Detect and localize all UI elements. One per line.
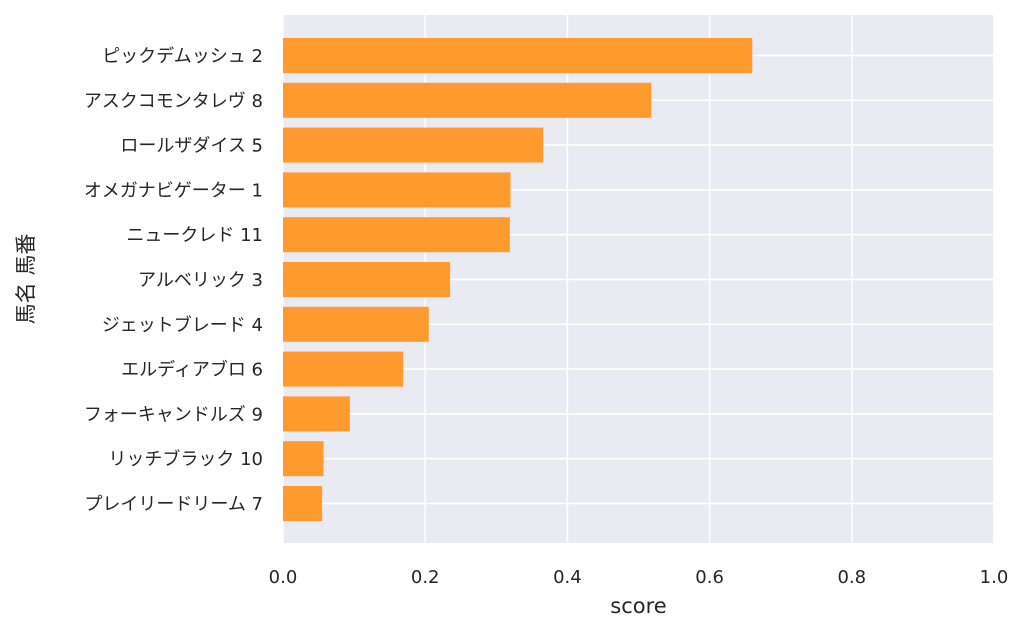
bar bbox=[283, 441, 324, 477]
y-tick-label: エルディアブロ 6 bbox=[121, 359, 263, 381]
bar bbox=[283, 396, 350, 432]
bar bbox=[283, 172, 511, 208]
y-tick-label: オメガナビゲーター 1 bbox=[84, 180, 263, 201]
y-tick-label: リッチブラック 10 bbox=[108, 448, 263, 470]
bar bbox=[283, 38, 753, 73]
bar bbox=[283, 306, 429, 342]
y-tick-label: ジェットブレード 4 bbox=[102, 314, 263, 336]
bar bbox=[283, 351, 404, 387]
x-tick-labels: 0.0 0.2 0.4 0.6 0.8 1.0 bbox=[269, 567, 1009, 588]
bar bbox=[283, 486, 323, 521]
x-tick-label: 0.6 bbox=[695, 567, 724, 588]
y-tick-label: ニュークレド 11 bbox=[126, 225, 263, 246]
x-tick-label: 0.0 bbox=[269, 567, 298, 588]
y-tick-label: ピックデムッシュ 2 bbox=[102, 46, 263, 67]
y-tick-label: ロールザダイス 5 bbox=[120, 136, 263, 157]
x-tick-label: 0.2 bbox=[411, 567, 440, 588]
y-axis-label: 馬名 馬番 bbox=[14, 234, 38, 325]
bar bbox=[283, 127, 544, 163]
x-tick-label: 0.4 bbox=[553, 567, 582, 588]
bar bbox=[283, 262, 451, 297]
y-tick-label: アスクコモンタレヴ 8 bbox=[84, 91, 263, 112]
x-tick-label: 1.0 bbox=[980, 567, 1009, 588]
y-tick-label: アルベリック 3 bbox=[138, 270, 263, 291]
bar bbox=[283, 82, 652, 118]
y-tick-labels: ピックデムッシュ 2 アスクコモンタレヴ 8 ロールザダイス 5 オメガナビゲーター … bbox=[84, 46, 263, 515]
y-tick-label: フォーキャンドルズ 9 bbox=[84, 404, 263, 425]
bar bbox=[283, 217, 510, 253]
x-tick-label: 0.8 bbox=[837, 567, 866, 588]
bars bbox=[283, 38, 753, 521]
y-tick-label: プレイリードリーム 7 bbox=[84, 494, 263, 515]
x-axis-label: score bbox=[610, 594, 666, 618]
